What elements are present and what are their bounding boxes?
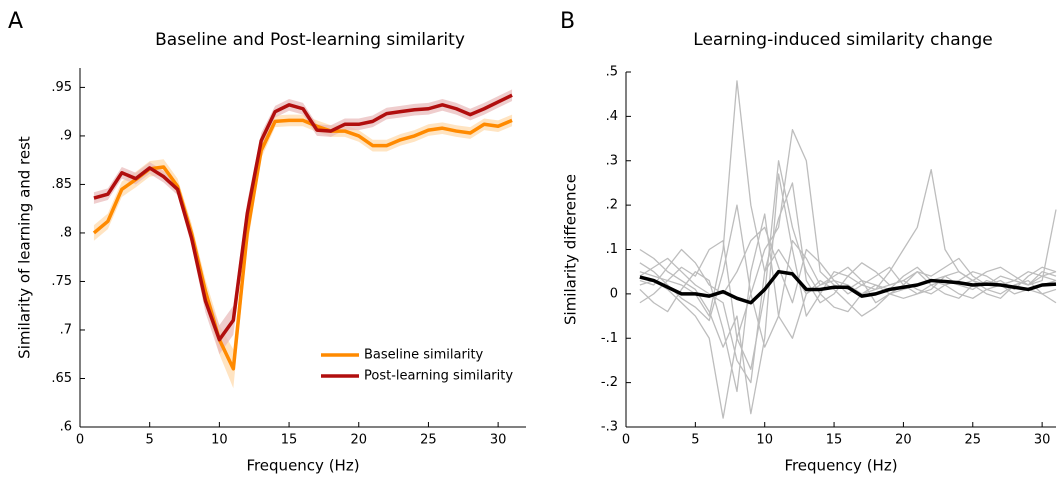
x-tick-label: 5 bbox=[146, 433, 154, 448]
x-tick-label: 25 bbox=[420, 433, 437, 448]
line bbox=[93, 93, 513, 342]
y-tick-label: .6 bbox=[60, 420, 72, 435]
x-tick-label: 20 bbox=[895, 433, 912, 448]
x-tick-label: 15 bbox=[826, 433, 843, 448]
y-tick-label: .9 bbox=[60, 128, 72, 143]
y-tick-label: .8 bbox=[60, 225, 72, 240]
y-tick-label: .3 bbox=[606, 153, 618, 168]
line bbox=[639, 80, 1057, 317]
x-axis-label: Frequency (Hz) bbox=[246, 457, 359, 475]
line bbox=[92, 118, 513, 371]
y-axis-label: Similarity difference bbox=[562, 174, 580, 325]
y-tick-label: .85 bbox=[51, 177, 72, 192]
line bbox=[639, 213, 1057, 393]
chart-title: Baseline and Post-learning similarity bbox=[155, 30, 465, 50]
y-tick-label: .2 bbox=[606, 198, 618, 213]
y-tick-label: .7 bbox=[60, 322, 72, 337]
legend-text: Baseline similarity bbox=[364, 348, 484, 363]
x-tick-label: 0 bbox=[76, 433, 84, 448]
y-tick-label: .5 bbox=[606, 65, 618, 80]
x-tick-label: 20 bbox=[350, 433, 367, 448]
chart-title: Learning-induced similarity change bbox=[693, 30, 992, 50]
y-axis-label: Similarity of learning and rest bbox=[16, 136, 34, 359]
x-tick-label: 25 bbox=[965, 433, 982, 448]
y-tick-label: .4 bbox=[606, 109, 618, 124]
x-tick-label: 30 bbox=[1034, 433, 1051, 448]
line bbox=[639, 160, 1057, 370]
y-tick-label: .75 bbox=[51, 274, 72, 289]
line bbox=[639, 182, 1057, 384]
y-tick-label: -.1 bbox=[601, 331, 618, 346]
y-tick-label: 0 bbox=[610, 286, 618, 301]
line bbox=[639, 226, 1057, 304]
panel-label: B bbox=[560, 9, 575, 34]
x-tick-label: 5 bbox=[691, 433, 699, 448]
x-tick-label: 0 bbox=[622, 433, 630, 448]
x-tick-label: 10 bbox=[756, 433, 773, 448]
y-tick-label: -.2 bbox=[601, 375, 618, 390]
y-tick-label: .1 bbox=[606, 242, 618, 257]
line bbox=[639, 269, 1057, 305]
legend-text: Post-learning similarity bbox=[364, 369, 513, 384]
y-tick-label: -.3 bbox=[601, 420, 618, 435]
x-tick-label: 10 bbox=[211, 433, 228, 448]
x-tick-label: 15 bbox=[281, 433, 298, 448]
y-tick-label: .65 bbox=[51, 371, 72, 386]
x-tick-label: 30 bbox=[490, 433, 507, 448]
x-axis-label: Frequency (Hz) bbox=[784, 457, 897, 475]
y-tick-label: .95 bbox=[51, 80, 72, 95]
panel-label: A bbox=[8, 9, 23, 34]
